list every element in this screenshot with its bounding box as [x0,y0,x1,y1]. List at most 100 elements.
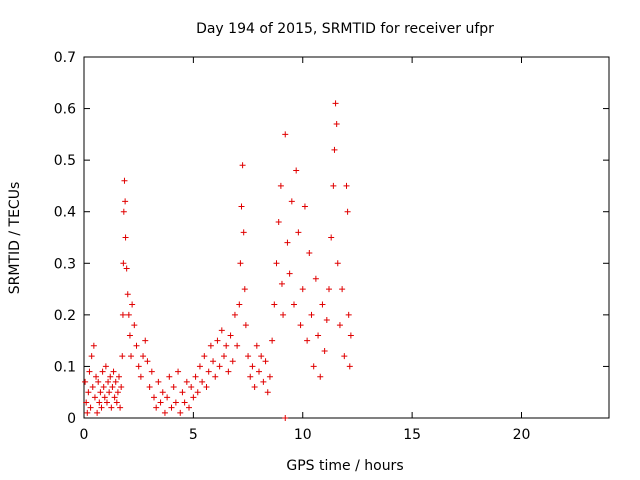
data-point [293,167,300,174]
data-point [207,342,214,349]
data-point [253,342,260,349]
data-point [86,368,93,375]
data-point [321,347,328,354]
data-point [282,415,289,421]
data-point [107,373,114,380]
x-tick-label: 0 [80,427,89,443]
data-point [110,368,117,375]
data-point [100,384,107,391]
data-point [131,322,138,329]
data-point [196,363,203,370]
y-tick-label: 0.3 [54,256,76,272]
data-point [241,286,248,293]
data-point [96,399,103,406]
data-point [140,353,147,360]
data-point [142,337,149,344]
data-point [237,260,244,267]
data-point [343,182,350,189]
data-point [113,399,120,406]
data-point [91,394,98,401]
data-point [282,131,289,138]
data-point [317,373,324,380]
data-point [166,373,173,380]
data-point [299,286,306,293]
data-point [225,368,232,375]
data-point [164,394,171,401]
data-point [82,378,89,385]
data-point [87,404,94,411]
x-tick-label: 5 [189,427,198,443]
data-point [175,368,182,375]
data-point [278,280,285,287]
data-point [159,389,166,396]
data-point [203,384,210,391]
data-point [95,378,102,385]
data-point [122,198,129,205]
data-point [194,389,201,396]
y-tick-label: 0.7 [54,50,76,66]
data-point [105,378,112,385]
data-point [231,311,238,318]
data-point [135,363,142,370]
data-point [111,394,118,401]
data-point [172,399,179,406]
data-point [236,301,243,308]
data-point [168,404,175,411]
data-point [238,203,245,210]
data-point [99,368,106,375]
data-point [245,353,252,360]
data-point [122,234,129,241]
data-point [306,249,313,256]
data-point [186,404,192,411]
data-point [258,353,265,360]
data-point [212,373,219,380]
data-point [333,121,340,128]
chart-title: Day 194 of 2015, SRMTID for receiver ufp… [196,21,494,37]
data-point [256,368,262,375]
data-point [218,327,225,334]
data-point [331,146,338,153]
data-point [269,337,276,344]
y-tick-label: 0.5 [54,153,76,169]
data-point [93,373,100,380]
data-point [251,384,258,391]
plot-area-frame [83,56,610,419]
data-point [181,399,188,406]
data-point [304,337,311,344]
data-point [273,260,280,267]
data-point [315,332,322,339]
data-point [151,394,157,401]
data-point [116,373,122,380]
data-point [89,384,96,391]
data-point [339,286,346,293]
data-point [120,208,127,215]
data-point [123,265,130,272]
data-point [146,384,153,391]
data-point [239,162,246,169]
data-point [284,239,291,246]
data-point [310,363,317,370]
data-point [120,260,127,267]
data-point [102,363,109,370]
data-point [227,332,234,339]
data-point [118,384,125,391]
data-point [85,389,92,396]
data-point [262,358,269,365]
data-point [210,358,217,365]
x-axis-label: GPS time / hours [286,458,403,474]
y-axis-label: SRMTID / TECUs [7,182,23,295]
data-point [201,353,208,360]
y-tick-label: 0.2 [54,308,76,324]
data-point [341,353,348,360]
data-point [347,332,354,339]
data-point [84,409,91,416]
data-point [205,368,212,375]
data-point [101,394,108,401]
data-point [242,322,249,329]
data-point [133,342,140,349]
data-point [295,229,302,236]
data-point [240,229,247,236]
data-point [271,301,278,308]
y-tick-label: 0.1 [54,359,76,375]
data-point [125,311,132,318]
